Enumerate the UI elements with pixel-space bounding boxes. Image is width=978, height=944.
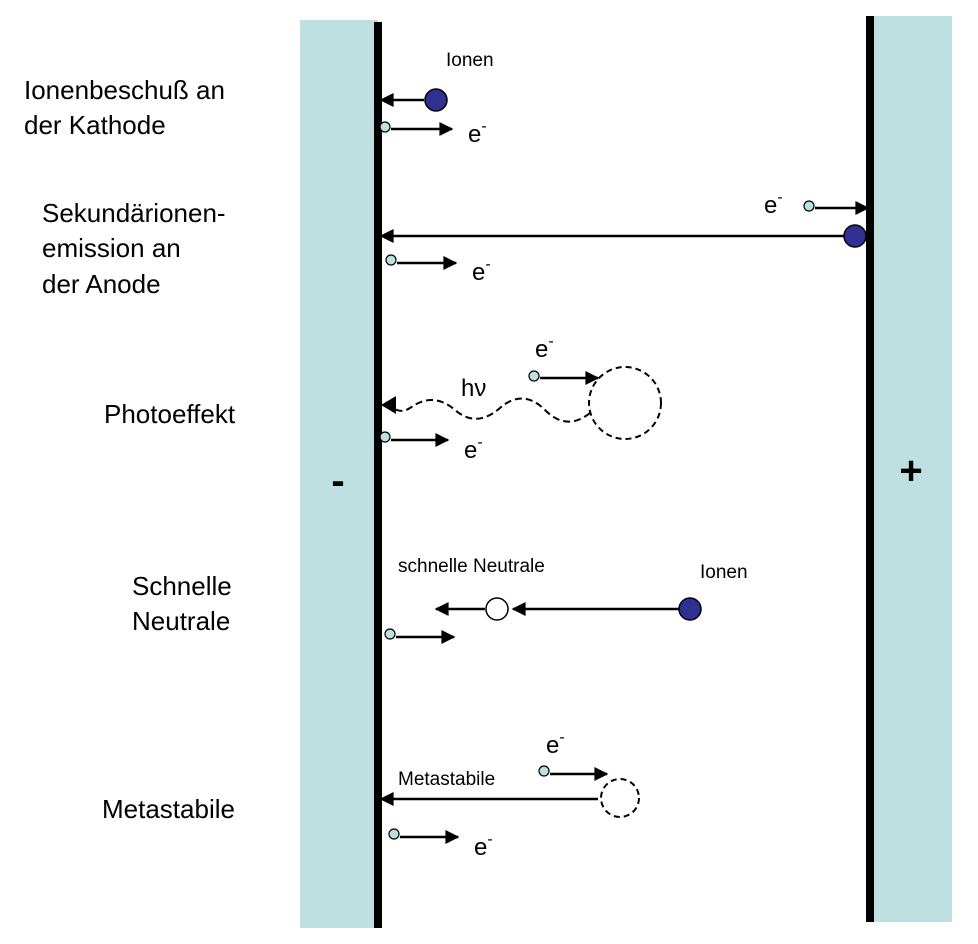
row3-electron (379, 431, 391, 443)
row3-label: Photoeffekt (104, 399, 236, 429)
row1-ion (424, 88, 448, 112)
row2-electron (385, 254, 397, 266)
row4-neutral-label: schnelle Neutrale (398, 556, 545, 577)
anode-sign: + (899, 449, 922, 493)
row5-metastable-atom (600, 778, 640, 818)
row2-incoming-electron-label: e- (764, 189, 783, 219)
row1-electron (379, 121, 391, 133)
cathode-sign: - (331, 459, 344, 503)
row1-label-line2: der Kathode (24, 110, 166, 140)
row4-label-line2: Neutrale (132, 606, 230, 636)
row2-label-line1: Sekundärionen- (42, 198, 226, 228)
row2-incoming-electron (803, 200, 815, 212)
row2-ion (843, 224, 867, 248)
row4-ion-label: Ionen (700, 562, 748, 583)
row3-electron-label: e- (464, 434, 483, 464)
row1-label-line1: Ionenbeschuß an (24, 75, 225, 105)
row3-excited-atom (588, 366, 662, 440)
row2-label-line3: der Anode (42, 269, 161, 299)
row1-ion-label: Ionen (446, 50, 494, 71)
cathode-plate (300, 20, 378, 928)
row2-label-line2: emission an (42, 233, 181, 263)
row5-incoming-electron-label: e- (546, 729, 565, 759)
row5-incoming-electron (538, 765, 550, 777)
row1-electron-label: e- (468, 118, 487, 148)
row3-photon-wave (382, 397, 591, 423)
row3-incoming-electron-label: e- (535, 333, 554, 363)
row4-label-line1: Schnelle (132, 571, 232, 601)
row5-electron-label: e- (474, 831, 493, 861)
row5-metastable-label: Metastabile (398, 769, 495, 790)
row5-electron (388, 828, 400, 840)
anode-plate (870, 16, 952, 922)
row3-photon-arrowhead (381, 396, 396, 414)
row4-ion (678, 597, 702, 621)
row4-neutral-atom (485, 597, 509, 621)
row2-electron-label: e- (472, 256, 491, 286)
row4-electron (384, 628, 396, 640)
row5-label: Metastabile (102, 794, 235, 824)
row3-photon-label: hν (461, 375, 486, 402)
row3-incoming-electron (528, 370, 540, 382)
